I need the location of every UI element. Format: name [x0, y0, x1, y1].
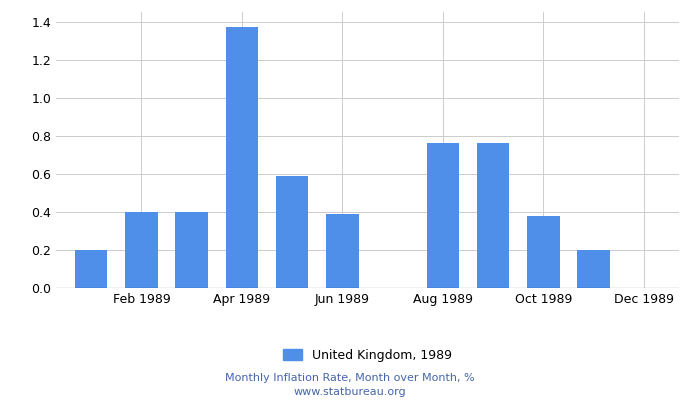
Bar — [578, 250, 610, 288]
Text: Monthly Inflation Rate, Month over Month, %: Monthly Inflation Rate, Month over Month… — [225, 373, 475, 383]
Legend: United Kingdom, 1989: United Kingdom, 1989 — [278, 344, 457, 367]
Bar — [326, 214, 358, 288]
Bar — [477, 143, 510, 288]
Bar — [75, 250, 108, 288]
Bar — [527, 216, 560, 288]
Bar — [125, 212, 158, 288]
Bar — [276, 176, 309, 288]
Bar — [175, 212, 208, 288]
Bar — [225, 27, 258, 288]
Text: www.statbureau.org: www.statbureau.org — [294, 387, 406, 397]
Bar — [426, 143, 459, 288]
